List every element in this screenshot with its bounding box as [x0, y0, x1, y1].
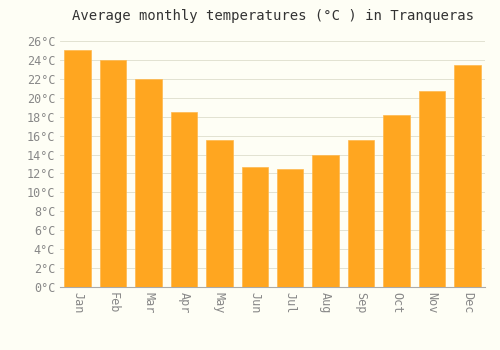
Bar — [206, 140, 233, 287]
Bar — [348, 140, 374, 287]
Bar — [312, 154, 339, 287]
Bar — [136, 79, 162, 287]
Bar — [418, 91, 445, 287]
Title: Average monthly temperatures (°C ) in Tranqueras: Average monthly temperatures (°C ) in Tr… — [72, 9, 473, 23]
Bar — [383, 115, 409, 287]
Bar — [242, 167, 268, 287]
Bar — [454, 65, 480, 287]
Bar — [170, 112, 197, 287]
Bar — [100, 60, 126, 287]
Bar — [64, 50, 91, 287]
Bar — [277, 169, 303, 287]
